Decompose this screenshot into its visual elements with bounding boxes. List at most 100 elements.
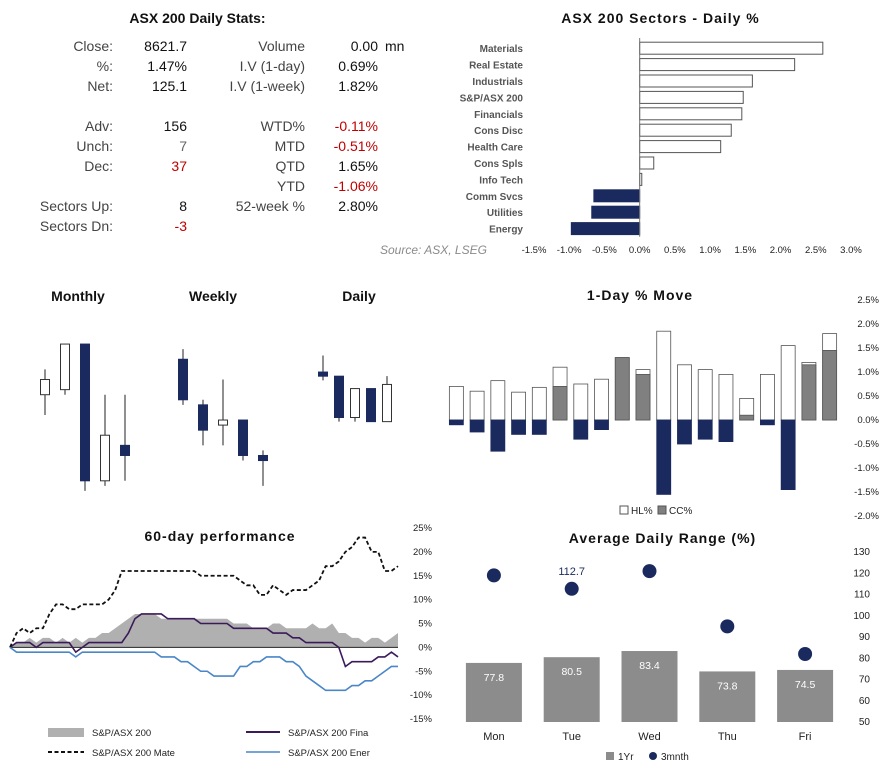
range-dot [720, 619, 735, 634]
candle-down [238, 419, 248, 456]
stat-value: 125.1 [151, 78, 187, 94]
cc-bar [614, 357, 630, 421]
sector-label: Utilities [487, 208, 524, 219]
y-tick-label: 70 [859, 675, 871, 686]
legend-mate-label: S&P/ASX 200 Mate [92, 748, 175, 759]
one-day-move-title: 1-Day % Move [586, 287, 694, 303]
cc-bar [552, 386, 568, 421]
y-tick-label: -0.5% [854, 439, 879, 450]
y-tick-label: 5% [418, 619, 432, 630]
stat-value: 0.69% [338, 58, 378, 74]
candle-up [60, 343, 70, 391]
legend-1yr-label: 1Yr [618, 752, 634, 763]
stat-label: Close: [73, 38, 113, 54]
stat-value: -1.06% [333, 178, 378, 194]
sector-bar [639, 107, 743, 121]
hl-bar [697, 369, 713, 421]
one-day-move-chart: 2.5% 2.0% 1.5% 1.0% 0.5% 0.0% -0.5% -1.0% -1.5% -… [448, 295, 880, 522]
legend-ener-label: S&P/ASX 200 Ener [288, 748, 370, 759]
sector-label: Financials [474, 110, 523, 121]
x-tick-label: 0.0% [629, 245, 651, 256]
stat-value: 8 [179, 198, 187, 214]
cc-bar [718, 419, 734, 443]
candle-up [100, 434, 110, 482]
range-bar [699, 671, 756, 722]
y-tick-label: 110 [854, 590, 870, 601]
hl-bar [531, 386, 547, 421]
sector-bar [639, 90, 744, 104]
sector-label: Materials [480, 44, 524, 55]
source-note: Source: ASX, LSEG [380, 243, 487, 257]
cc-bar [469, 419, 485, 433]
range-bar-value: 77.8 [484, 672, 505, 684]
x-tick-label: 2.5% [805, 245, 827, 256]
hl-bar [448, 386, 464, 421]
range-bar [621, 651, 678, 722]
performance-line-chart: 25% 20% 15% 10% 5% 0% -5% -10% -15% S&P/ASX 200 S&… [9, 523, 433, 759]
y-tick-label: 60 [859, 696, 871, 707]
hl-bar [760, 374, 775, 421]
cc-bar [656, 419, 672, 495]
candle-down [366, 388, 376, 423]
x-tick-label: Tue [562, 731, 581, 743]
legend-asx200-swatch [48, 728, 84, 737]
range-dot [564, 581, 579, 596]
range-dot [798, 647, 813, 661]
stat-label: 52-week % [235, 198, 305, 214]
legend-cc-swatch [657, 505, 667, 515]
y-tick-label: -1.5% [854, 487, 879, 498]
cc-bar [739, 414, 755, 421]
candle-down [80, 343, 90, 482]
x-tick-label: 0.5% [664, 245, 686, 256]
legend-3mnth-label: 3mnth [661, 752, 689, 763]
candle-down [318, 371, 328, 377]
stat-value: 0.00 [350, 38, 378, 54]
x-tick-label: 1.5% [735, 245, 757, 256]
daily-candlestick-chart [318, 355, 392, 423]
legend-1yr-swatch [606, 752, 614, 760]
sectors-bar-chart: Materials Real Estate Industrials S&P/ASX 2… [460, 38, 862, 256]
weekly-candlestick-chart [178, 349, 268, 486]
y-tick-label: 130 [853, 547, 870, 558]
sector-bar [591, 205, 641, 219]
stat-label: QTD [275, 158, 305, 174]
avg-range-title: Average Daily Range (%) [568, 530, 757, 546]
stat-value: 2.80% [338, 198, 378, 214]
candle-up [218, 419, 228, 426]
weekly-chart-title: Weekly [189, 288, 237, 304]
legend-asx200-label: S&P/ASX 200 [92, 728, 151, 739]
cc-bar [531, 419, 547, 435]
x-tick-label: Fri [799, 731, 812, 743]
candle-down [198, 404, 208, 431]
stat-label: %: [96, 58, 113, 74]
y-tick-label: 100 [853, 611, 870, 622]
x-tick-label: 3.0% [840, 245, 862, 256]
sector-bar [639, 41, 824, 55]
stat-label: YTD [277, 178, 305, 194]
stat-value: 1.82% [338, 78, 378, 94]
stat-value: 7 [179, 138, 187, 154]
energy-line [9, 646, 398, 692]
candle-down [258, 454, 268, 462]
range-bar [777, 669, 834, 722]
stat-value: -3 [174, 218, 187, 234]
daily-chart-title: Daily [342, 288, 376, 304]
financials-line [9, 613, 399, 668]
monthly-chart-title: Monthly [51, 288, 105, 304]
stat-value: 1.65% [338, 158, 378, 174]
hl-bar [677, 364, 692, 421]
y-tick-label: -1.0% [854, 463, 879, 474]
candle-down [178, 358, 188, 401]
range-bar-value: 73.8 [717, 680, 738, 692]
sectors-chart-title: ASX 200 Sectors - Daily % [561, 10, 760, 26]
candle-up [350, 388, 360, 419]
y-tick-label: 120 [853, 568, 870, 579]
legend-3mnth-swatch [649, 752, 657, 760]
y-tick-label: 25% [413, 523, 433, 534]
cc-bar [490, 419, 506, 452]
stat-label: WTD% [260, 118, 305, 134]
sector-label: Real Estate [469, 61, 523, 72]
materials-line [9, 536, 399, 648]
hl-bar [594, 378, 609, 421]
range-dot-annotation: 112.7 [558, 566, 585, 578]
